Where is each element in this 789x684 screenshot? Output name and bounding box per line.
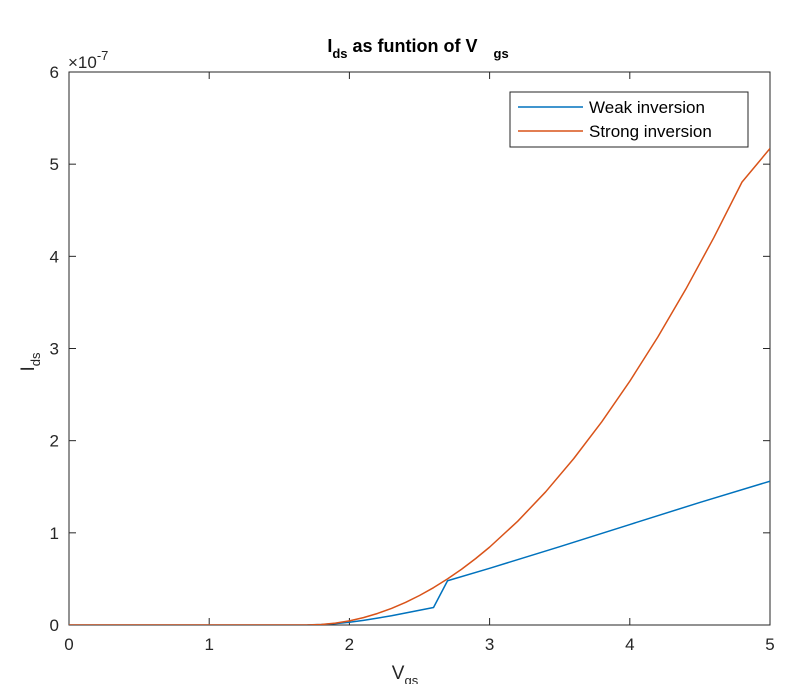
title-main: I — [327, 36, 332, 56]
title-rest: as funtion of V — [348, 36, 478, 56]
axis-tick-labels: 0 1 2 3 4 5 0 1 2 3 4 5 6 — [50, 63, 775, 654]
title-rest-subscript: gs — [494, 46, 509, 61]
legend-label-strong-inversion: Strong inversion — [589, 122, 712, 141]
x-tick-label: 5 — [765, 635, 774, 654]
y-tick-label: 2 — [50, 432, 59, 451]
exponent-power: -7 — [97, 48, 109, 63]
y-label-main: I — [18, 366, 39, 371]
legend-box — [509, 91, 749, 148]
series-line-strong-inversion — [69, 148, 770, 625]
x-label-subscript: gs — [404, 673, 418, 684]
y-axis-exponent: ×10-7 — [68, 48, 108, 72]
y-tick-label: 6 — [50, 63, 59, 82]
x-tick-label: 0 — [64, 635, 73, 654]
title-main-subscript: ds — [332, 46, 347, 61]
y-tick-label: 3 — [50, 340, 59, 359]
x-axis-label: Vgs — [392, 663, 419, 684]
y-label-subscript: ds — [28, 352, 43, 366]
y-tick-label: 4 — [50, 247, 59, 266]
legend: Weak inversion Strong inversion — [509, 91, 749, 148]
series-lines — [69, 148, 770, 625]
x-tick-label: 4 — [625, 635, 634, 654]
legend-label-weak-inversion: Weak inversion — [589, 98, 705, 117]
y-tick-label: 1 — [50, 524, 59, 543]
x-tick-label: 1 — [204, 635, 213, 654]
y-tick-label: 0 — [50, 616, 59, 635]
y-axis-label: Ids — [18, 352, 43, 372]
x-label-main: V — [392, 663, 405, 684]
exponent-base: ×10 — [68, 53, 97, 72]
y-tick-label: 5 — [50, 155, 59, 174]
plot-area — [68, 71, 771, 626]
x-tick-label: 2 — [345, 635, 354, 654]
chart-title: Ids as funtion of V gs — [327, 36, 508, 61]
x-tick-label: 3 — [485, 635, 494, 654]
